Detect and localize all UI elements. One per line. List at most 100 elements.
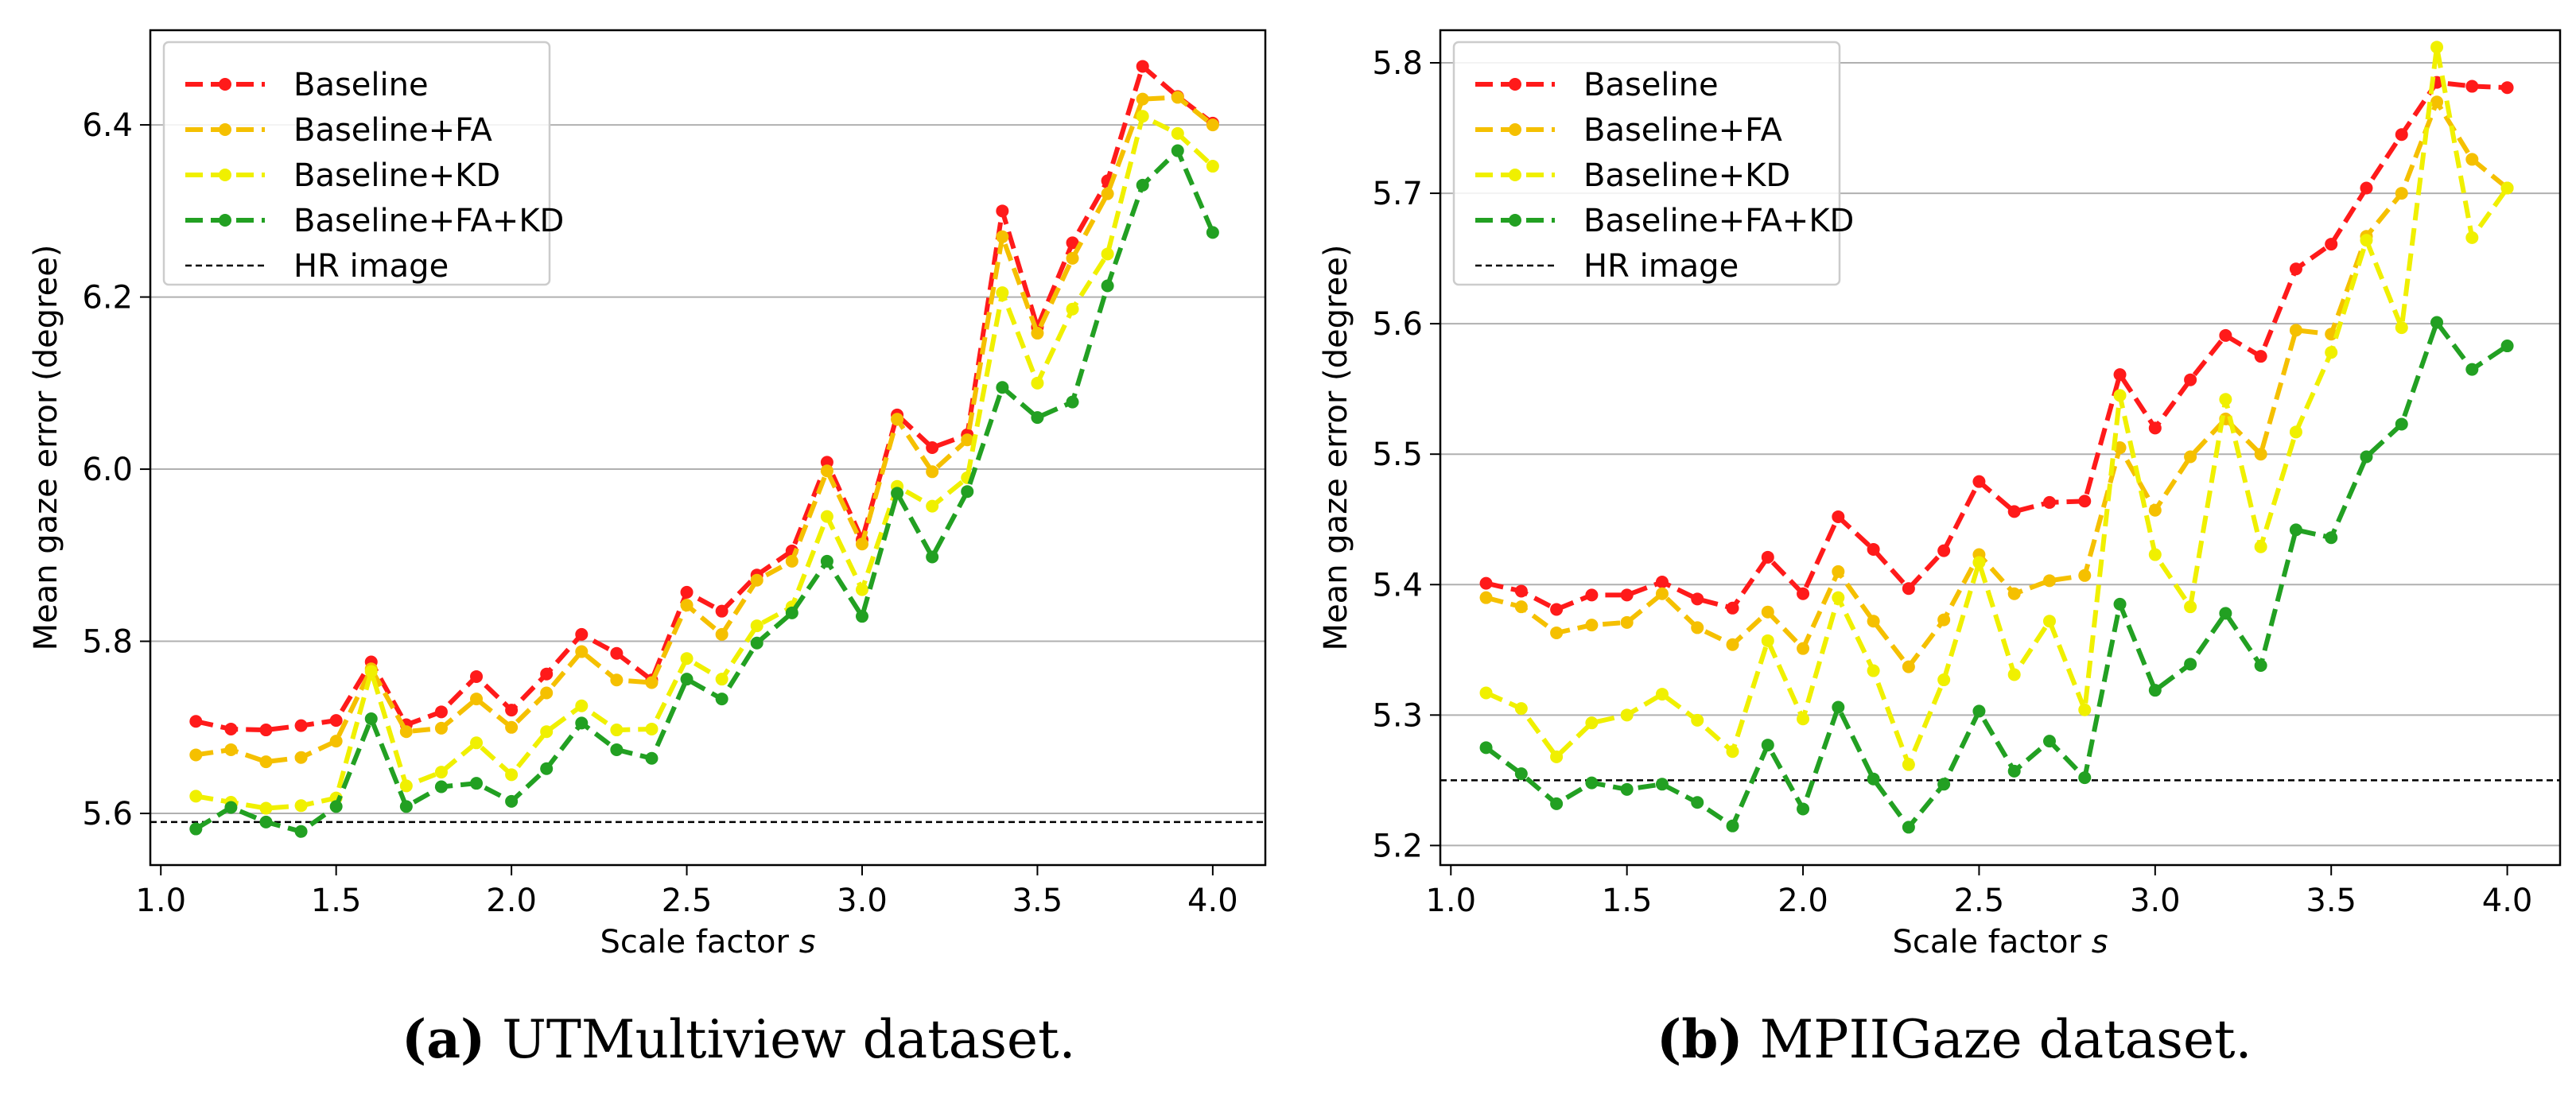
data-point	[961, 433, 974, 447]
data-point	[1206, 160, 1219, 173]
data-point	[2148, 421, 2162, 435]
data-point	[1031, 327, 1044, 340]
data-point	[1066, 251, 1079, 265]
caption-a-text: UTMultiview dataset.	[485, 1009, 1076, 1070]
data-point	[715, 604, 729, 618]
data-point	[715, 627, 729, 641]
data-point	[2395, 187, 2408, 200]
data-point	[2289, 523, 2302, 537]
legend-marker	[1509, 169, 1521, 181]
data-point	[820, 510, 833, 523]
data-point	[2219, 393, 2232, 406]
data-point	[364, 665, 378, 678]
data-point	[1620, 615, 1634, 629]
y-tick-label: 5.4	[1372, 567, 1423, 603]
y-tick-label: 5.6	[82, 796, 133, 832]
x-tick-label: 3.5	[2306, 883, 2356, 919]
data-point	[2500, 81, 2514, 95]
data-point	[785, 554, 798, 568]
data-point	[224, 722, 238, 735]
data-point	[1514, 584, 1528, 598]
data-point	[2042, 574, 2056, 588]
data-point	[2184, 373, 2197, 386]
data-point	[1066, 302, 1079, 316]
data-point	[1171, 126, 1184, 140]
y-tick-label: 5.5	[1372, 437, 1423, 473]
data-point	[399, 725, 413, 739]
data-point	[1937, 613, 1951, 627]
data-point	[1797, 802, 1810, 816]
data-point	[1206, 226, 1219, 239]
x-tick-label: 2.5	[662, 883, 713, 919]
data-point	[2254, 448, 2267, 461]
data-point	[645, 751, 659, 765]
data-point	[1972, 475, 1986, 488]
data-point	[1761, 739, 1774, 752]
data-point	[1867, 542, 1880, 556]
data-point	[540, 725, 554, 739]
legend-label: Baseline+KD	[293, 157, 500, 194]
x-tick-label: 1.5	[311, 883, 362, 919]
data-point	[294, 719, 308, 732]
data-point	[294, 825, 308, 838]
data-point	[2465, 153, 2479, 166]
data-point	[434, 721, 448, 735]
data-point	[680, 652, 694, 665]
data-point	[505, 704, 519, 717]
data-point	[1136, 92, 1149, 106]
data-point	[1206, 118, 1219, 132]
series-line-1	[195, 95, 1214, 765]
x-axis-label: Scale factor s	[600, 924, 815, 960]
data-point	[1761, 634, 1774, 647]
x-tick-label: 1.0	[135, 883, 186, 919]
data-point	[926, 550, 939, 564]
legend-label: Baseline+FA+KD	[293, 203, 564, 239]
data-point	[1867, 664, 1880, 677]
data-point	[2184, 600, 2197, 614]
data-point	[2254, 350, 2267, 363]
caption-b: (b) MPIIGaze dataset.	[1657, 1008, 2252, 1070]
data-point	[1902, 582, 1915, 596]
y-axis-label: Mean gaze error (degree)	[1318, 245, 1354, 651]
data-point	[1101, 187, 1114, 200]
legend-label: HR image	[1583, 248, 1739, 285]
data-point	[1691, 592, 1704, 606]
x-tick-label: 1.0	[1425, 883, 1476, 919]
series-line-2	[195, 114, 1214, 811]
data-point	[2219, 607, 2232, 620]
legend-marker	[219, 169, 231, 181]
data-point	[1655, 575, 1669, 588]
data-point	[680, 673, 694, 686]
data-point	[1691, 713, 1704, 727]
data-point	[1585, 776, 1599, 790]
data-point	[891, 413, 904, 426]
data-point	[2042, 495, 2056, 509]
data-point	[1832, 565, 1845, 578]
data-point	[1726, 601, 1739, 615]
x-tick-label: 4.0	[1187, 883, 1238, 919]
data-point	[2465, 231, 2479, 244]
data-point	[785, 606, 798, 619]
data-point	[294, 751, 308, 764]
data-point	[2042, 735, 2056, 748]
data-point	[855, 537, 868, 551]
data-point	[996, 230, 1009, 243]
caption-b-label: (b)	[1657, 1008, 1743, 1070]
data-point	[1620, 708, 1634, 722]
data-point	[1832, 591, 1845, 604]
data-point	[399, 800, 413, 813]
data-point	[2148, 503, 2162, 517]
data-point	[2254, 658, 2267, 672]
data-point	[470, 777, 484, 790]
data-point	[1550, 797, 1564, 810]
data-point	[2078, 568, 2092, 582]
caption-b-text: MPIIGaze dataset.	[1743, 1009, 2252, 1070]
data-point	[2007, 587, 2021, 600]
data-point	[434, 705, 448, 719]
data-point	[926, 441, 939, 454]
x-tick-label: 2.0	[486, 883, 537, 919]
data-point	[926, 499, 939, 513]
data-point	[1479, 591, 1493, 604]
data-point	[855, 610, 868, 623]
data-point	[1171, 91, 1184, 104]
